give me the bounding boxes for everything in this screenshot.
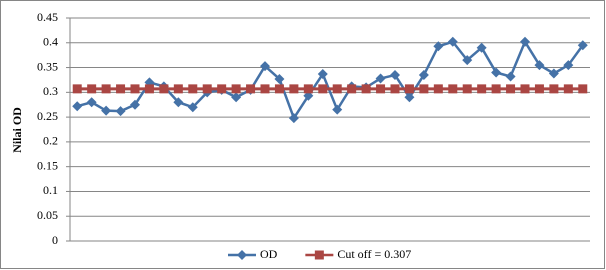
data-point	[173, 97, 184, 108]
legend-swatch	[314, 250, 324, 260]
data-point	[347, 84, 357, 94]
y-tick-label: 0.2	[43, 134, 58, 148]
legend-label: Cut off = 0.307	[337, 247, 411, 261]
data-point	[462, 55, 473, 66]
data-point	[173, 84, 183, 94]
data-point	[548, 68, 559, 79]
data-point	[332, 84, 342, 94]
data-point	[477, 84, 487, 94]
data-point	[418, 69, 429, 80]
data-point	[260, 61, 270, 72]
data-point	[116, 84, 126, 94]
y-tick-label: 0.25	[37, 109, 58, 123]
y-axis-label: Nilai OD	[10, 107, 24, 153]
y-tick-label: 0.3	[43, 84, 58, 98]
y-tick-label: 0.35	[37, 59, 58, 73]
data-point	[448, 84, 458, 94]
data-point	[217, 84, 227, 94]
data-point	[260, 84, 270, 94]
data-point	[390, 84, 400, 94]
data-point	[130, 99, 140, 110]
data-point	[231, 84, 241, 94]
data-point	[231, 92, 242, 103]
data-point	[505, 71, 516, 82]
data-point	[332, 104, 343, 115]
data-point	[86, 97, 97, 108]
data-point	[317, 68, 328, 79]
data-point	[375, 73, 386, 84]
data-point	[130, 84, 140, 94]
data-point	[563, 84, 573, 94]
data-point	[447, 36, 458, 47]
data-point	[289, 84, 299, 94]
legend-swatch	[237, 250, 247, 260]
y-tick-label: 0.1	[43, 183, 58, 197]
data-point	[274, 84, 284, 94]
y-tick-label: 0.45	[37, 10, 58, 24]
data-point	[462, 84, 472, 94]
data-point	[390, 69, 400, 80]
data-point	[101, 84, 111, 94]
data-point	[491, 67, 502, 78]
legend-label: OD	[260, 247, 278, 261]
y-tick-label: 0.05	[37, 208, 58, 222]
y-tick-label: 0.15	[37, 158, 58, 172]
data-point	[159, 84, 169, 94]
data-point	[72, 101, 83, 112]
data-point	[577, 40, 588, 51]
data-point	[491, 84, 501, 94]
data-point	[520, 36, 530, 47]
data-point	[246, 84, 256, 94]
data-point	[101, 105, 112, 116]
data-point	[288, 113, 299, 124]
data-point	[361, 84, 371, 94]
data-point	[578, 84, 588, 94]
data-point	[563, 60, 574, 71]
data-point	[318, 84, 328, 94]
data-point	[549, 84, 559, 94]
data-point	[476, 42, 487, 53]
y-tick-label: 0	[52, 233, 58, 247]
data-point	[419, 84, 429, 94]
data-point	[303, 84, 313, 94]
data-point	[202, 84, 212, 94]
data-point	[433, 84, 443, 94]
data-point	[534, 60, 545, 71]
data-point	[404, 92, 415, 103]
data-point	[87, 84, 97, 94]
data-point	[188, 84, 198, 94]
y-tick-label: 0.4	[43, 35, 58, 49]
data-point	[534, 84, 544, 94]
data-point	[376, 84, 386, 94]
data-point	[520, 84, 530, 94]
data-point	[115, 106, 126, 117]
data-point	[274, 73, 285, 84]
data-point	[506, 84, 516, 94]
data-point	[404, 84, 414, 94]
data-point	[187, 102, 198, 113]
data-point	[433, 41, 444, 52]
data-point	[144, 84, 154, 94]
data-point	[72, 84, 82, 94]
